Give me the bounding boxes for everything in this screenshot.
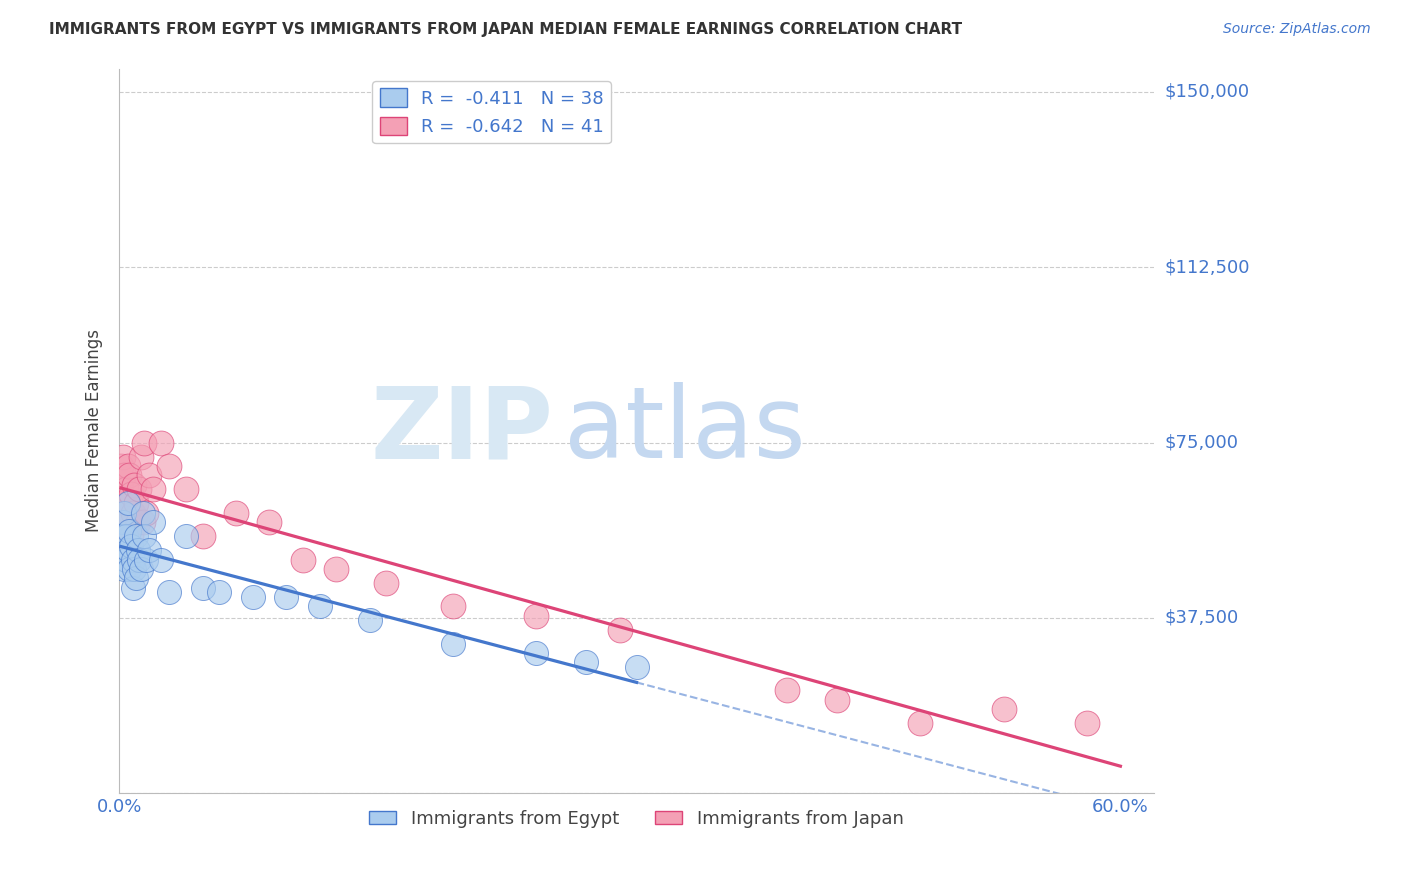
Point [993,702,1015,716]
Point [908,716,931,731]
Point [359,613,381,627]
Y-axis label: Median Female Earnings: Median Female Earnings [86,329,103,533]
Point [609,623,631,637]
Point [125,529,148,543]
Point [125,496,148,510]
Text: Source: ZipAtlas.com: Source: ZipAtlas.com [1223,22,1371,37]
Text: ZIP: ZIP [371,383,554,479]
Point [118,524,141,539]
Point [115,552,138,566]
Point [135,552,157,566]
Point [149,435,172,450]
Point [138,468,160,483]
Point [1076,716,1098,731]
Point [110,458,132,473]
Point [149,552,172,566]
Point [259,515,281,529]
Point [111,496,134,510]
Point [135,506,157,520]
Point [117,496,139,510]
Point [128,483,150,497]
Point [242,590,264,604]
Point [120,487,142,501]
Point [115,529,138,543]
Point [441,637,464,651]
Point [325,562,347,576]
Text: $37,500: $37,500 [1166,609,1239,627]
Text: $150,000: $150,000 [1166,83,1250,101]
Point [142,515,165,529]
Point [115,483,138,497]
Point [142,483,165,497]
Point [134,435,156,450]
Point [129,562,152,576]
Point [115,515,138,529]
Point [626,660,648,674]
Point [276,590,298,604]
Point [174,529,197,543]
Point [121,552,143,566]
Legend: Immigrants from Egypt, Immigrants from Japan: Immigrants from Egypt, Immigrants from J… [363,803,911,835]
Point [112,468,135,483]
Point [111,529,134,543]
Point [191,581,214,595]
Point [127,515,149,529]
Point [131,515,153,529]
Text: $112,500: $112,500 [1166,259,1250,277]
Point [111,515,134,529]
Point [174,483,197,497]
Point [121,506,143,520]
Point [117,496,139,510]
Text: $75,000: $75,000 [1166,434,1239,451]
Point [125,571,148,585]
Point [138,543,160,558]
Point [157,458,180,473]
Point [121,581,143,595]
Point [825,693,848,707]
Point [110,483,132,497]
Point [208,585,231,599]
Point [131,506,153,520]
Point [118,562,141,576]
Point [120,539,142,553]
Point [127,543,149,558]
Point [157,585,180,599]
Point [225,506,247,520]
Point [128,552,150,566]
Point [129,450,152,464]
Point [308,599,330,614]
Point [291,552,314,566]
Text: atlas: atlas [564,383,806,479]
Point [117,458,139,473]
Point [441,599,464,614]
Point [117,543,139,558]
Point [118,468,141,483]
Point [375,575,398,590]
Point [111,450,134,464]
Point [112,506,135,520]
Point [776,683,799,698]
Point [575,656,598,670]
Point [124,477,146,491]
Point [124,562,146,576]
Point [110,543,132,558]
Point [191,529,214,543]
Text: IMMIGRANTS FROM EGYPT VS IMMIGRANTS FROM JAPAN MEDIAN FEMALE EARNINGS CORRELATIO: IMMIGRANTS FROM EGYPT VS IMMIGRANTS FROM… [49,22,962,37]
Point [134,529,156,543]
Point [526,646,548,660]
Point [526,608,548,623]
Point [112,506,135,520]
Point [120,529,142,543]
Point [112,562,135,576]
